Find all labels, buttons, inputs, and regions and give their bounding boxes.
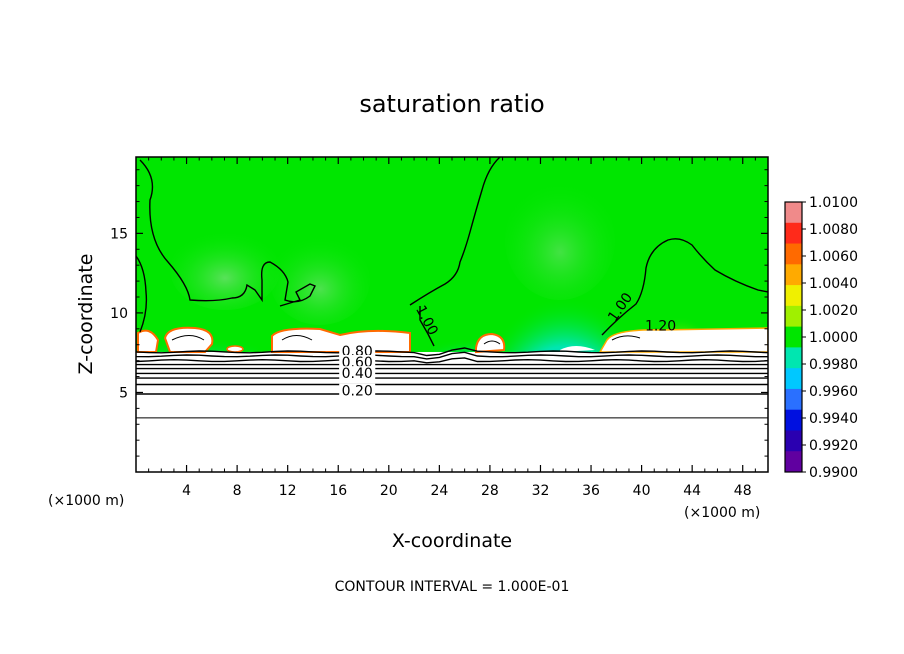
colorbar-swatch — [785, 326, 802, 348]
cloud-blob — [163, 326, 214, 353]
colorbar-swatch — [785, 305, 802, 328]
colorbar-swatch — [785, 264, 802, 286]
contour-line-1.00-mid — [409, 157, 501, 306]
x-tick-label: 32 — [532, 483, 550, 499]
contour-line-1.00-left — [139, 159, 316, 307]
x-tick-label: 24 — [430, 483, 448, 499]
contour-interval-note: CONTOUR INTERVAL = 1.000E-01 — [335, 579, 570, 595]
x-unit-right: (×1000 m) — [684, 505, 760, 521]
colorbar-swatch — [785, 243, 802, 265]
colorbar-swatch — [785, 202, 802, 224]
colorbar-label: 1.0080 — [809, 222, 858, 238]
colorbar-label: 0.9900 — [809, 465, 858, 481]
stratified-contours — [136, 347, 768, 419]
colorbar-label: 0.9940 — [809, 411, 858, 427]
x-tick-label: 20 — [380, 483, 398, 499]
x-tick-label: 8 — [233, 483, 242, 499]
y-axis-label: Z-coordinate — [75, 254, 97, 375]
colorbar-swatch — [785, 368, 802, 390]
contour-line-left-edge — [136, 255, 148, 333]
x-unit-left: (×1000 m) — [48, 493, 124, 509]
stratified-contour-line — [136, 351, 768, 360]
colorbar-swatch — [785, 285, 802, 307]
contour-label: 1.20 — [645, 318, 676, 334]
stratified-contour-line — [136, 347, 768, 357]
x-tick-label: 40 — [633, 483, 651, 499]
colorbar: 1.0100 1.0080 1.0060 1.0040 1.0020 1.0000 0.99… — [784, 195, 858, 481]
colorbar-label: 1.0020 — [809, 303, 858, 319]
colorbar-swatch — [785, 388, 802, 411]
colorbar-swatch — [785, 347, 802, 369]
cloud-blob — [598, 327, 768, 353]
colorbar-label: 0.9960 — [809, 384, 858, 400]
colorbar-label: 0.9980 — [809, 357, 858, 373]
contour-line-cloud-rim — [171, 335, 641, 345]
x-tick-label: 4 — [182, 483, 191, 499]
colorbar-label: 1.0100 — [809, 195, 858, 211]
colorbar-swatch — [785, 409, 802, 431]
lower-clear-region — [136, 352, 768, 472]
heatmap-field — [136, 157, 768, 472]
stratified-contour-line — [136, 357, 768, 364]
cloud-blob — [226, 345, 244, 353]
colorbar-label: 1.0000 — [809, 330, 858, 346]
colorbar-label: 1.0040 — [809, 276, 858, 292]
colorbar-swatch — [785, 222, 802, 245]
pale-region-mid — [270, 235, 370, 325]
contour-lines — [136, 157, 768, 347]
x-tick-label: 44 — [683, 483, 701, 499]
y-axis: 5 10 15 — [110, 169, 768, 457]
pale-region-left — [170, 230, 280, 310]
colorbar-swatch — [785, 451, 802, 473]
cloud-blob — [560, 346, 595, 352]
x-tick-label: 12 — [279, 483, 297, 499]
contour-line-cloud-edge — [419, 306, 435, 347]
colorbar-label: 0.9920 — [809, 438, 858, 454]
contour-line-1.00-right — [601, 238, 768, 336]
colorbar-label: 1.0060 — [809, 249, 858, 265]
x-axis: 4 8 12 16 20 24 28 32 36 40 44 48 — [148, 157, 756, 499]
x-tick-label: 28 — [481, 483, 499, 499]
y-tick-label: 15 — [110, 226, 128, 242]
cloud-blob — [137, 329, 160, 353]
x-tick-label: 36 — [582, 483, 600, 499]
y-tick-label: 5 — [119, 385, 128, 401]
y-tick-label: 10 — [110, 306, 128, 322]
cloud-blob — [271, 327, 411, 353]
contour-label-bg — [339, 366, 376, 382]
cloud-blob — [475, 332, 506, 354]
contour-label: 0.20 — [342, 384, 373, 400]
x-axis-label: X-coordinate — [392, 530, 512, 552]
x-tick-label: 48 — [734, 483, 752, 499]
contour-label: 0.40 — [342, 366, 373, 382]
contour-label-bg — [339, 383, 376, 399]
chart-title: saturation ratio — [359, 90, 544, 118]
colorbar-swatch — [785, 430, 802, 452]
x-tick-label: 16 — [329, 483, 347, 499]
